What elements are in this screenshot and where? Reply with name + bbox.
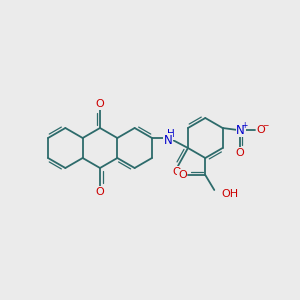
Text: O: O <box>96 187 104 197</box>
Text: N: N <box>236 124 245 136</box>
Text: O: O <box>256 125 265 135</box>
Text: OH: OH <box>221 189 239 199</box>
Text: O: O <box>172 167 181 177</box>
Text: +: + <box>242 122 248 130</box>
Text: N: N <box>164 134 172 146</box>
Text: H: H <box>167 129 175 139</box>
Text: O: O <box>235 148 244 158</box>
Text: O: O <box>178 170 187 180</box>
Text: −: − <box>262 122 269 130</box>
Text: O: O <box>96 99 104 109</box>
